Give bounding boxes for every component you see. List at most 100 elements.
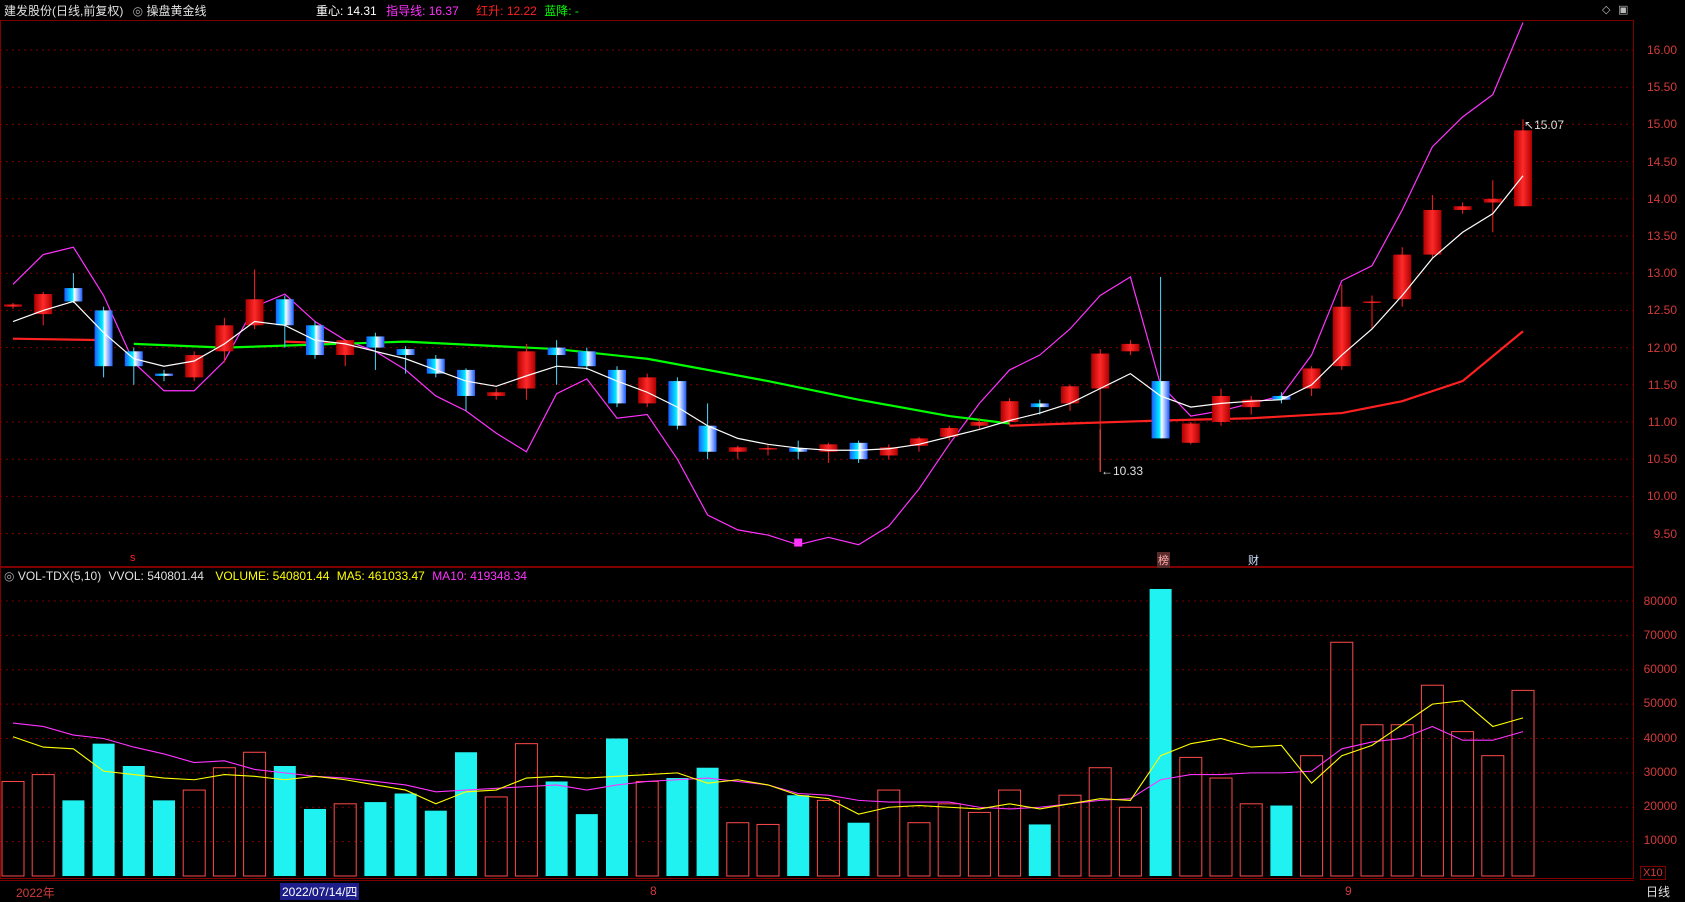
red-rise-line — [1009, 330, 1524, 427]
volume-bar — [1360, 724, 1384, 877]
volume-unit: X10 — [1640, 866, 1666, 880]
volume-bar — [1330, 641, 1354, 877]
date-label: 2022年 — [16, 886, 55, 900]
volume-bar — [1118, 806, 1142, 877]
candle-body — [34, 294, 53, 315]
price-tick: 15.50 — [1646, 80, 1677, 94]
diamond-icon[interactable]: ◇ — [1602, 4, 1611, 16]
price-tick: 9.50 — [1653, 527, 1677, 541]
volume-bar — [1451, 731, 1475, 877]
price-tick: 16.00 — [1646, 43, 1677, 57]
ma5-label: MA5: — [336, 569, 365, 583]
volume-toggle-icon[interactable]: ◎ — [4, 569, 15, 583]
hs-value: 12.22 — [506, 4, 537, 18]
volume-bar — [1481, 755, 1505, 877]
price-tick: 12.00 — [1646, 341, 1677, 355]
candle-body — [1363, 301, 1381, 303]
candle-body — [1453, 206, 1472, 210]
volume-bar — [1390, 724, 1414, 877]
window-icon[interactable]: ▣ — [1618, 4, 1629, 16]
volume-tick: 10000 — [1643, 833, 1677, 847]
stock-title[interactable]: 建发股份(日线,前复权) — [4, 4, 124, 18]
volume-bar — [273, 766, 296, 876]
period-label[interactable]: 日线 — [1646, 885, 1671, 899]
volume-bar — [998, 789, 1022, 877]
volume-bar — [514, 743, 538, 877]
volume-bar — [666, 778, 689, 876]
candle-body — [910, 438, 928, 446]
price-tick: 11.00 — [1647, 415, 1677, 429]
high-price-value: 15.07 — [1534, 118, 1565, 132]
candle-body — [1272, 395, 1291, 400]
volume-tick: 50000 — [1643, 696, 1677, 710]
candle-body — [336, 340, 355, 356]
price-pane[interactable] — [0, 20, 1634, 567]
news-marker-cai[interactable]: 财 — [1248, 555, 1259, 567]
ma5-line — [12, 700, 1524, 815]
volume-bar — [1209, 777, 1233, 877]
low-price-value: 10.33 — [1113, 464, 1144, 478]
volume-bar — [1028, 824, 1051, 876]
volume-bar — [1058, 794, 1082, 877]
candle-body — [819, 444, 838, 452]
price-tick: 13.00 — [1646, 266, 1677, 280]
candle-body — [275, 299, 294, 326]
indicator-name[interactable]: 操盘黄金线 — [146, 4, 207, 18]
ma5-value: 461033.47 — [368, 569, 425, 583]
candle-body — [245, 299, 264, 326]
volume-bar — [333, 803, 357, 877]
candle-body — [366, 336, 385, 348]
volume-bar — [816, 799, 840, 877]
volume-bar — [787, 795, 810, 876]
volume-bar — [756, 823, 780, 877]
candle-body — [1423, 209, 1442, 255]
volume-tick: 40000 — [1643, 731, 1677, 745]
candle-body — [426, 358, 445, 374]
volume-bar — [212, 767, 236, 877]
price-tick: 10.50 — [1646, 452, 1677, 466]
price-tick: 12.50 — [1646, 303, 1677, 317]
price-tick: 11.50 — [1647, 378, 1677, 392]
candle-body — [1483, 198, 1502, 203]
volume-bar — [575, 814, 598, 876]
volume-bar — [1179, 756, 1203, 877]
indicator-toggle-icon[interactable]: ◎ — [132, 4, 144, 18]
candle-body — [608, 369, 626, 404]
candle-body — [64, 288, 83, 302]
zdx-label: 指导线: — [386, 4, 426, 18]
candle-body — [155, 373, 173, 376]
lj-label: 蓝降: — [544, 4, 572, 18]
volume-bar — [1511, 689, 1535, 877]
date-axis[interactable]: 2022年 2022/07/14/四 8 9 — [0, 880, 1634, 902]
ma10-line — [12, 722, 1524, 810]
volume-bar — [1239, 803, 1263, 877]
candle-body — [1181, 423, 1200, 443]
volume-bar — [1270, 805, 1293, 876]
candle-body — [1030, 403, 1049, 408]
volume-pane[interactable] — [0, 567, 1634, 879]
candle-body — [698, 425, 717, 452]
guide-line — [12, 22, 1524, 546]
candle-body — [215, 325, 234, 352]
zdx-value: 16.37 — [428, 4, 459, 18]
signal-marker-s[interactable]: s — [130, 552, 136, 564]
volume-bar — [424, 810, 447, 876]
volume-bar — [877, 789, 901, 877]
candle-body — [1302, 368, 1321, 389]
volume-tick: 80000 — [1643, 594, 1677, 608]
date-label: 8 — [650, 884, 657, 898]
ma10-value: 419348.34 — [470, 569, 527, 583]
volume-bar — [153, 800, 175, 876]
date-label: 9 — [1345, 884, 1352, 898]
candle-body — [1000, 401, 1019, 422]
hs-label: 红升: — [476, 4, 504, 18]
vvol-value: 540801.44 — [147, 569, 204, 583]
volume-bar — [122, 766, 145, 876]
volume-bar — [243, 751, 267, 877]
candle-body — [517, 351, 536, 389]
vol-indicator-name[interactable]: VOL-TDX(5,10) — [17, 569, 102, 583]
indicator-values: 重心: 14.31 指导线: 16.37 红升: 12.22 蓝降: - — [316, 2, 579, 19]
candle-body — [970, 422, 989, 426]
news-marker-bang[interactable]: 榜 — [1157, 552, 1170, 568]
